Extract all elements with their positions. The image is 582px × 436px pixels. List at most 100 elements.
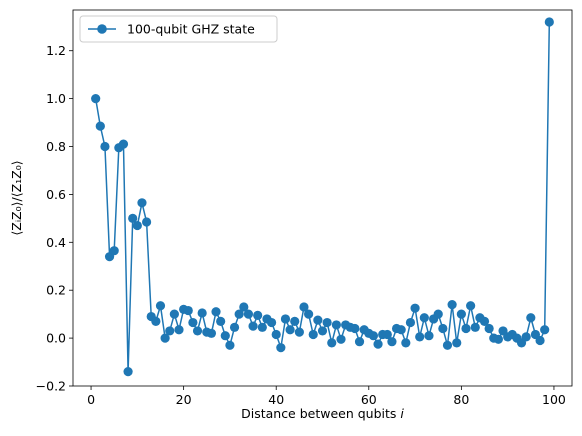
data-point	[540, 325, 550, 335]
data-point	[276, 343, 286, 353]
y-axis-label: ⟨ZᵢZ₀⟩/⟨Z₁Z₀⟩	[9, 160, 24, 235]
x-axis-label-var: i	[400, 406, 404, 421]
data-point	[466, 301, 476, 311]
data-point	[396, 325, 406, 335]
y-tick-label: 0.0	[46, 331, 66, 346]
data-point	[419, 313, 429, 323]
y-tick-label: 0.2	[46, 283, 66, 298]
data-point	[484, 323, 494, 334]
y-tick-label: 1.2	[46, 43, 66, 58]
data-point	[151, 316, 161, 326]
data-point	[225, 340, 235, 350]
x-tick-label: 40	[268, 392, 284, 407]
data-point	[456, 309, 466, 319]
data-point	[285, 325, 295, 335]
data-point	[317, 326, 328, 336]
data-point	[137, 198, 147, 208]
data-point	[165, 326, 175, 336]
legend-marker-swatch	[97, 24, 107, 34]
data-point	[239, 302, 249, 312]
y-tick-label: −0.2	[36, 379, 66, 394]
data-point	[470, 322, 480, 332]
data-point	[128, 213, 138, 223]
data-point	[313, 315, 323, 325]
data-point	[206, 328, 217, 338]
data-point	[91, 94, 101, 104]
y-tick-label: 0.6	[46, 187, 66, 202]
data-point	[160, 333, 170, 343]
x-tick-label: 100	[542, 392, 566, 407]
data-point	[304, 309, 314, 319]
data-point	[327, 338, 337, 348]
data-point	[433, 309, 443, 319]
data-point	[253, 310, 263, 320]
data-point	[294, 327, 304, 337]
axis-ticks: 0 20 40 60 80 100 −0.2 0.0 0.2 0.4 0.6 0.8 1.0 1.2	[36, 43, 566, 407]
data-point	[405, 317, 416, 328]
y-tick-label: 0.8	[46, 139, 66, 154]
data-point	[234, 309, 244, 319]
data-point	[109, 246, 119, 256]
data-point	[280, 314, 291, 324]
data-point	[424, 331, 434, 341]
data-point	[142, 217, 152, 227]
data-point	[410, 303, 420, 313]
data-point	[123, 367, 133, 377]
data-point	[521, 332, 531, 342]
data-point	[290, 316, 300, 326]
data-point	[197, 308, 207, 318]
data-point	[452, 338, 462, 348]
data-point	[243, 309, 254, 319]
data-point	[220, 331, 230, 341]
data-point	[100, 141, 110, 152]
data-point	[368, 331, 379, 341]
x-tick-label: 0	[87, 392, 95, 407]
data-point	[535, 335, 545, 346]
plot-frame	[72, 9, 573, 387]
data-point	[479, 316, 490, 326]
data-point	[526, 313, 536, 323]
data-point	[132, 220, 142, 231]
data-point	[387, 337, 397, 347]
x-tick-label: 80	[453, 392, 469, 407]
data-point	[299, 302, 309, 312]
data-point	[442, 340, 453, 350]
data-point	[354, 337, 365, 347]
data-point	[322, 317, 332, 328]
data-point	[401, 338, 411, 348]
data-point	[229, 322, 240, 332]
legend: 100-qubit GHZ state	[79, 15, 278, 43]
data-point	[461, 323, 471, 334]
data-point	[188, 317, 198, 328]
data-point	[155, 301, 166, 311]
data-point	[438, 323, 448, 334]
x-axis-label: Distance between qubits i	[241, 406, 404, 421]
series-markers-group	[91, 17, 554, 377]
data-point	[271, 329, 281, 340]
x-tick-label: 20	[176, 392, 192, 407]
data-point	[308, 329, 318, 340]
data-point	[350, 323, 360, 334]
data-point	[257, 322, 267, 332]
data-point	[544, 17, 554, 27]
data-point	[211, 307, 221, 317]
data-point	[336, 334, 346, 344]
data-point	[373, 339, 383, 349]
x-axis-label-text: Distance between qubits	[241, 406, 400, 421]
data-point	[174, 325, 184, 335]
y-tick-label: 0.4	[46, 235, 66, 250]
data-point	[382, 329, 392, 340]
legend-box	[79, 15, 278, 43]
data-point	[493, 334, 503, 344]
data-point	[248, 321, 258, 331]
data-point	[331, 320, 341, 330]
x-tick-label: 60	[361, 392, 377, 407]
data-point	[266, 317, 277, 328]
legend-entry: 100-qubit GHZ state	[127, 22, 255, 37]
data-point	[192, 326, 203, 336]
data-point	[447, 299, 457, 310]
data-point	[415, 332, 425, 342]
data-point	[95, 121, 105, 131]
data-point	[169, 309, 179, 319]
